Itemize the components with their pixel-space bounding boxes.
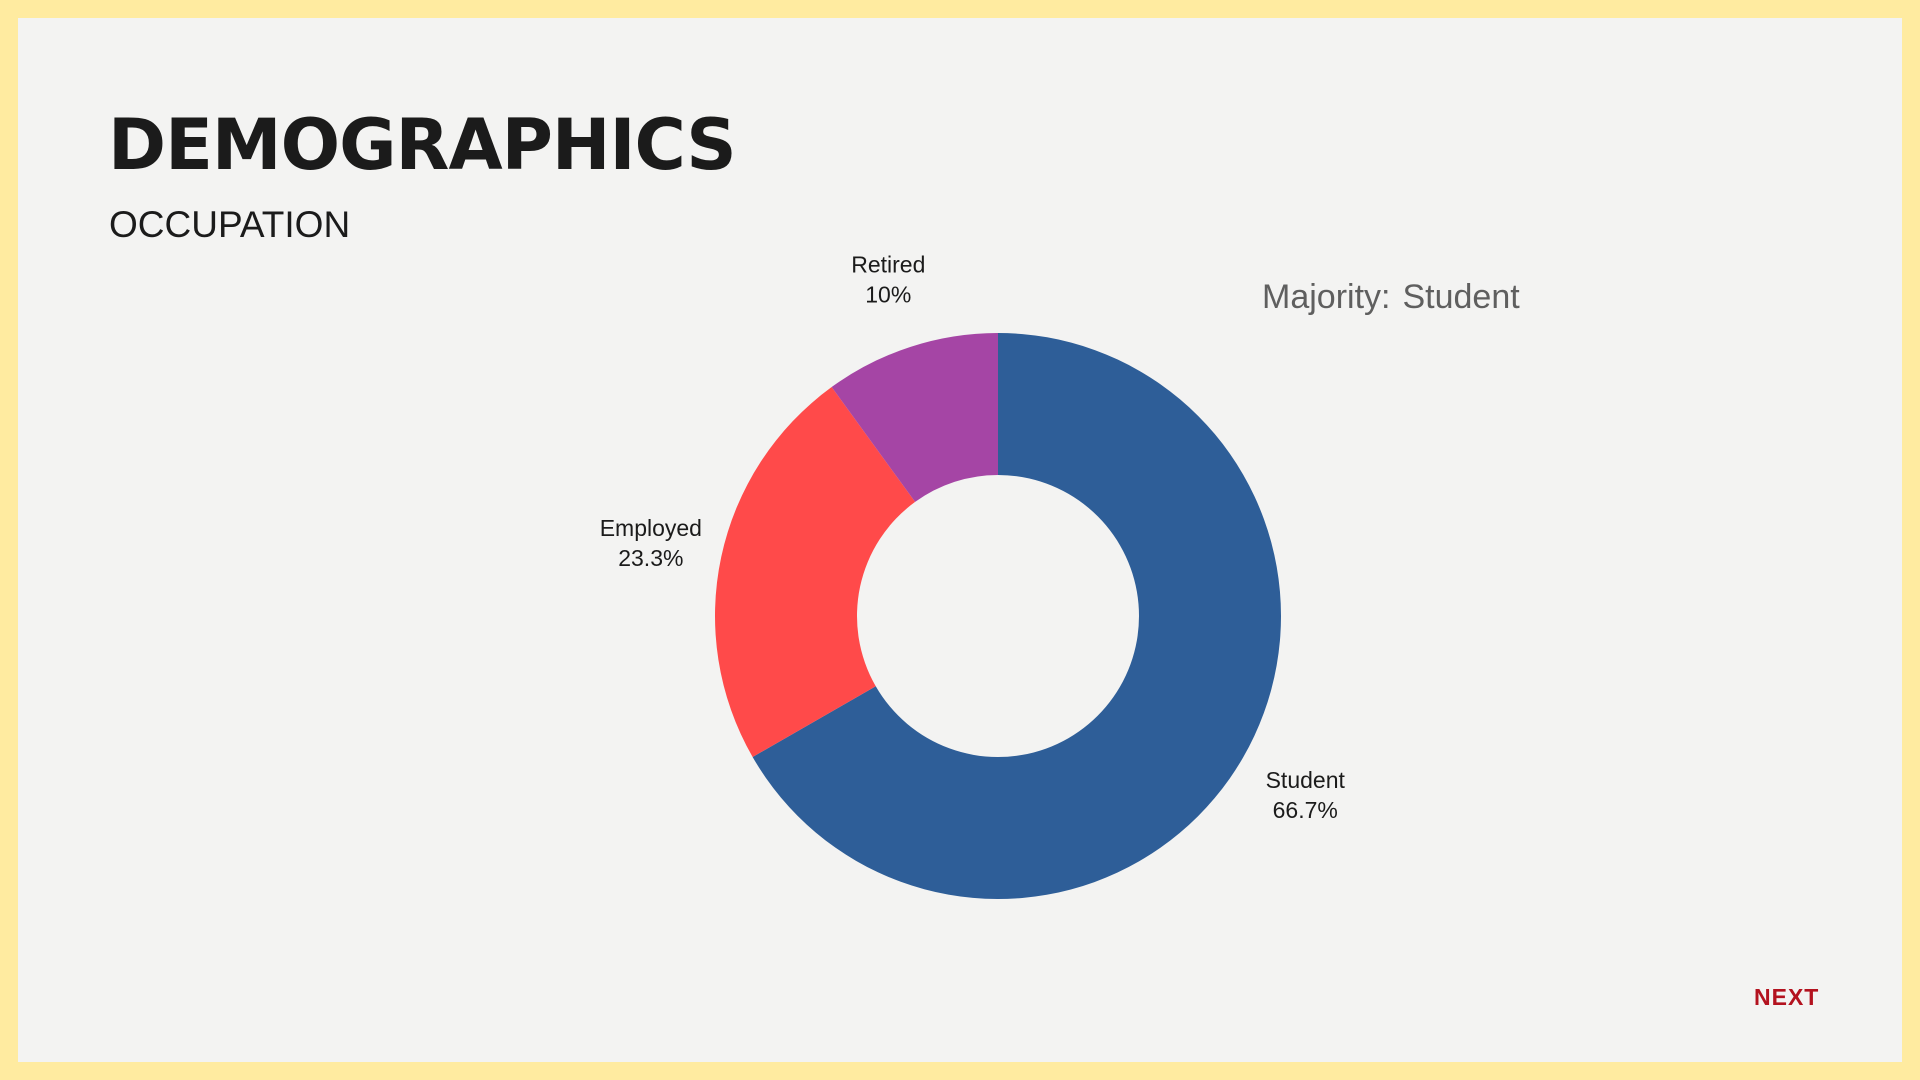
slice-label-retired: Retired	[851, 251, 925, 277]
slice-label-employed: Employed	[600, 515, 702, 541]
page-title: DEMOGRAPHICS	[108, 104, 737, 186]
majority-value: Student	[1402, 278, 1520, 316]
slice-value-employed: 23.3%	[618, 545, 683, 571]
next-button[interactable]: NEXT	[1754, 984, 1820, 1010]
occupation-donut-chart: Student 66.7% Employed 23.3% Retired 10%	[600, 251, 1346, 899]
slide: DEMOGRAPHICS OCCUPATION Student 66.7% Empl…	[18, 18, 1902, 1062]
majority-label: Majority:	[1262, 278, 1391, 316]
slice-label-student: Student	[1266, 767, 1346, 793]
slice-value-retired: 10%	[865, 281, 911, 307]
slice-value-student: 66.7%	[1273, 797, 1338, 823]
slice-student	[752, 333, 1281, 899]
page-subtitle: OCCUPATION	[109, 204, 351, 245]
slice-retired	[831, 333, 998, 502]
slice-employed	[715, 387, 916, 757]
majority-note: Majority: Student	[1262, 280, 1520, 314]
